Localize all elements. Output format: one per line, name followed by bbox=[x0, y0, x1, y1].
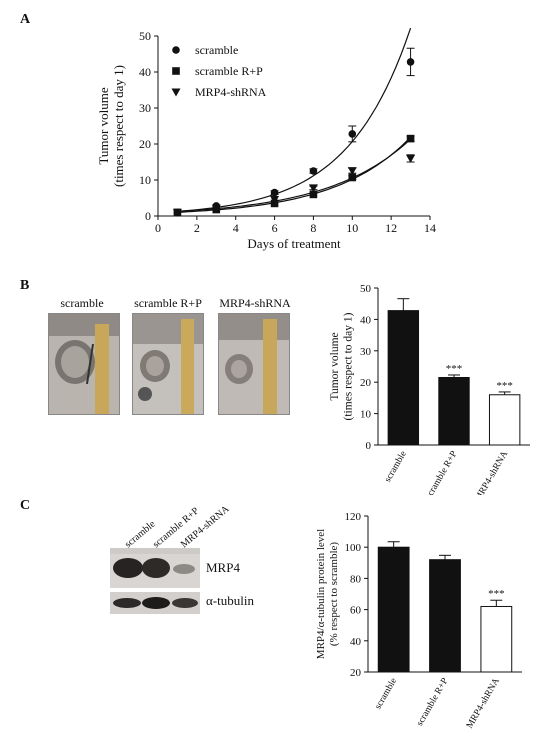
legend-marker-series-2 bbox=[171, 88, 181, 97]
panel-letter-b: B bbox=[20, 278, 30, 293]
y-axis-label-line: Tumor volume bbox=[96, 87, 111, 164]
y-tick-label: 30 bbox=[360, 346, 372, 358]
category-label-2: MRP4-shRNA bbox=[465, 676, 502, 730]
legend-marker-series-1 bbox=[172, 67, 180, 75]
data-point-series-1 bbox=[406, 134, 415, 143]
y-tick-label: 10 bbox=[360, 409, 372, 421]
y-tick-label: 20 bbox=[350, 667, 362, 679]
y-tick-label: 20 bbox=[360, 377, 372, 389]
y-axis-label-line: (% respect to scramble) bbox=[328, 542, 340, 646]
y-tick-label: 50 bbox=[360, 283, 372, 295]
data-point-series-2 bbox=[406, 154, 416, 163]
bar-0 bbox=[387, 310, 420, 446]
blot-lane-labels: scramble scramble R+P MRP4-shRNA bbox=[110, 470, 240, 550]
x-tick-label: 0 bbox=[155, 221, 161, 235]
y-axis-label-line: Tumor volume bbox=[329, 332, 341, 400]
significance-label-2: *** bbox=[488, 588, 505, 600]
panel-letter-a: A bbox=[20, 12, 31, 27]
y-axis-label: Tumor volume(times respect to day 1) bbox=[96, 65, 126, 187]
x-tick-label: 6 bbox=[272, 221, 278, 235]
tumor-photo-scramble-rp bbox=[132, 313, 204, 415]
category-label-2: MRP4-shRNA bbox=[473, 449, 510, 495]
y-tick-label: 0 bbox=[145, 209, 151, 223]
legend-marker-series-0 bbox=[172, 46, 180, 54]
y-tick-label: 10 bbox=[139, 173, 151, 187]
x-tick-label: 12 bbox=[385, 221, 397, 235]
category-label-0: scramble bbox=[373, 677, 399, 712]
y-tick-label: 20 bbox=[139, 137, 151, 151]
data-point-series-2 bbox=[172, 208, 182, 217]
y-tick-label: 60 bbox=[350, 605, 362, 617]
x-tick-label: 2 bbox=[194, 221, 200, 235]
data-point-series-2 bbox=[308, 184, 318, 193]
y-axis-label-line: (times respect to day 1) bbox=[343, 312, 355, 420]
bar-1 bbox=[438, 376, 470, 446]
data-point-series-2 bbox=[347, 167, 357, 176]
x-tick-label: 14 bbox=[424, 221, 436, 235]
significance-label-1: *** bbox=[446, 363, 463, 375]
category-label-1: scramble R+P bbox=[415, 677, 450, 728]
blot-lane-label-mrp4-shrna: MRP4-shRNA bbox=[179, 503, 232, 550]
photo-label-scramble-rp: scramble R+P bbox=[134, 296, 202, 310]
y-tick-label: 50 bbox=[139, 29, 151, 43]
blot-alpha-tubulin bbox=[110, 592, 200, 614]
data-point-series-2 bbox=[270, 195, 280, 204]
mrp4-protein-bar-chart: 20 40 60 80 100 120 MRP4/α-tubulin protein lev… bbox=[315, 511, 522, 730]
data-point-series-0 bbox=[309, 167, 318, 175]
data-point-series-2 bbox=[211, 204, 221, 213]
fit-curve-series-1 bbox=[177, 136, 412, 213]
y-axis-label: MRP4/α-tubulin protein level(% respect t… bbox=[315, 529, 340, 659]
fit-curve-series-2 bbox=[177, 138, 412, 212]
photo-label-scramble: scramble bbox=[60, 296, 104, 310]
y-tick-label: 0 bbox=[366, 440, 372, 452]
y-tick-label: 40 bbox=[350, 636, 362, 648]
y-tick-label: 40 bbox=[360, 314, 372, 326]
tumor-photo-scramble bbox=[48, 313, 120, 415]
x-tick-label: 10 bbox=[346, 221, 358, 235]
category-label-0: scramble bbox=[383, 450, 409, 485]
y-tick-label: 30 bbox=[139, 101, 151, 115]
tumor-photo-mrp4-shrna bbox=[218, 313, 290, 415]
x-tick-label: 4 bbox=[233, 221, 239, 235]
blot-mrp4 bbox=[110, 548, 200, 588]
tumor-growth-chart: 0 2 4 6 8 10 12 14 0 10 20 30 40 50 Days of treatment T… bbox=[96, 27, 436, 251]
bar-2 bbox=[488, 394, 521, 446]
data-point-series-0 bbox=[348, 130, 357, 138]
data-point-series-0 bbox=[270, 188, 279, 197]
legend-label-series-1: scramble R+P bbox=[195, 64, 263, 78]
y-tick-label: 100 bbox=[345, 542, 362, 554]
y-axis-label-line: MRP4/α-tubulin protein level bbox=[315, 529, 327, 659]
blot-label-alpha-tubulin: α-tubulin bbox=[206, 593, 254, 608]
tumor-volume-bar-chart: 0 10 20 30 40 50 Tumor volume (times respect to… bbox=[329, 283, 530, 496]
y-axis-label-line: (times respect to day 1) bbox=[111, 65, 126, 187]
legend-label-series-0: scramble bbox=[195, 43, 238, 57]
panel-letter-c: C bbox=[20, 498, 31, 513]
legend-label-series-2: MRP4-shRNA bbox=[195, 85, 267, 99]
data-point-series-1 bbox=[309, 190, 318, 199]
bar-1 bbox=[429, 559, 461, 673]
category-label-1: scramble R+P bbox=[424, 450, 459, 496]
significance-label-2: *** bbox=[496, 380, 513, 392]
y-tick-label: 120 bbox=[345, 511, 362, 523]
photo-label-mrp4-shrna: MRP4-shRNA bbox=[219, 296, 291, 310]
y-axis-label: Tumor volume(times respect to day 1) bbox=[329, 312, 355, 420]
x-axis-label: Days of treatment bbox=[247, 236, 341, 251]
y-tick-label: 80 bbox=[350, 573, 362, 585]
data-point-series-0 bbox=[406, 58, 415, 66]
bar-2 bbox=[480, 605, 513, 673]
blot-label-mrp4: MRP4 bbox=[206, 560, 240, 575]
y-tick-label: 40 bbox=[139, 65, 151, 79]
x-tick-label: 8 bbox=[310, 221, 316, 235]
bar-0 bbox=[377, 546, 410, 673]
